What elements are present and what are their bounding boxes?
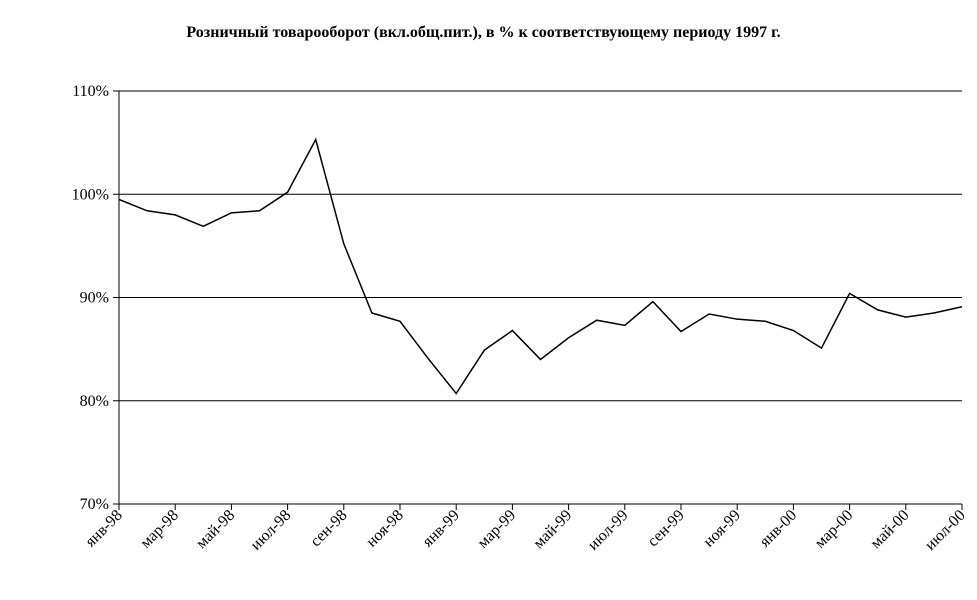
x-tick-label: мар-98 — [137, 507, 182, 552]
gridlines — [119, 90, 962, 402]
series-line — [118, 137, 963, 395]
x-tick-label: май-99 — [530, 507, 575, 552]
y-tick-label: 100% — [72, 186, 109, 203]
series-layer — [118, 137, 963, 395]
x-tick-label: мар-00 — [812, 507, 857, 552]
y-tick-label: 70% — [80, 496, 109, 513]
x-tick-labels: янв-98 мар-98 май-98 июл-98 сен-98 ноя-98 янв-… — [82, 507, 969, 554]
x-tick-label: ноя-99 — [700, 507, 744, 551]
y-tick-label: 110% — [72, 83, 109, 100]
x-tick-label: май-00 — [867, 507, 912, 552]
x-tick-label: июл-00 — [922, 507, 969, 554]
y-tick-labels: 70% 80% 90% 100% 110% — [72, 83, 109, 513]
axes — [113, 90, 963, 510]
x-tick-label: июл-99 — [585, 507, 632, 554]
x-tick-label: май-98 — [193, 507, 238, 552]
x-tick-label: июл-98 — [247, 507, 294, 554]
y-tick-label: 80% — [80, 393, 109, 410]
x-tick-label: сен-98 — [307, 507, 350, 550]
chart-title: Розничный товарооборот (вкл.общ.пит.), в… — [186, 24, 781, 41]
y-tick-label: 90% — [80, 290, 109, 307]
x-tick-label: янв-00 — [757, 507, 801, 551]
x-tick-label: мар-99 — [474, 507, 519, 552]
x-tick-label: ноя-98 — [363, 507, 407, 551]
x-tick-label: янв-99 — [419, 507, 463, 551]
x-tick-label: янв-98 — [82, 507, 126, 551]
x-tick-label: сен-99 — [644, 507, 687, 550]
